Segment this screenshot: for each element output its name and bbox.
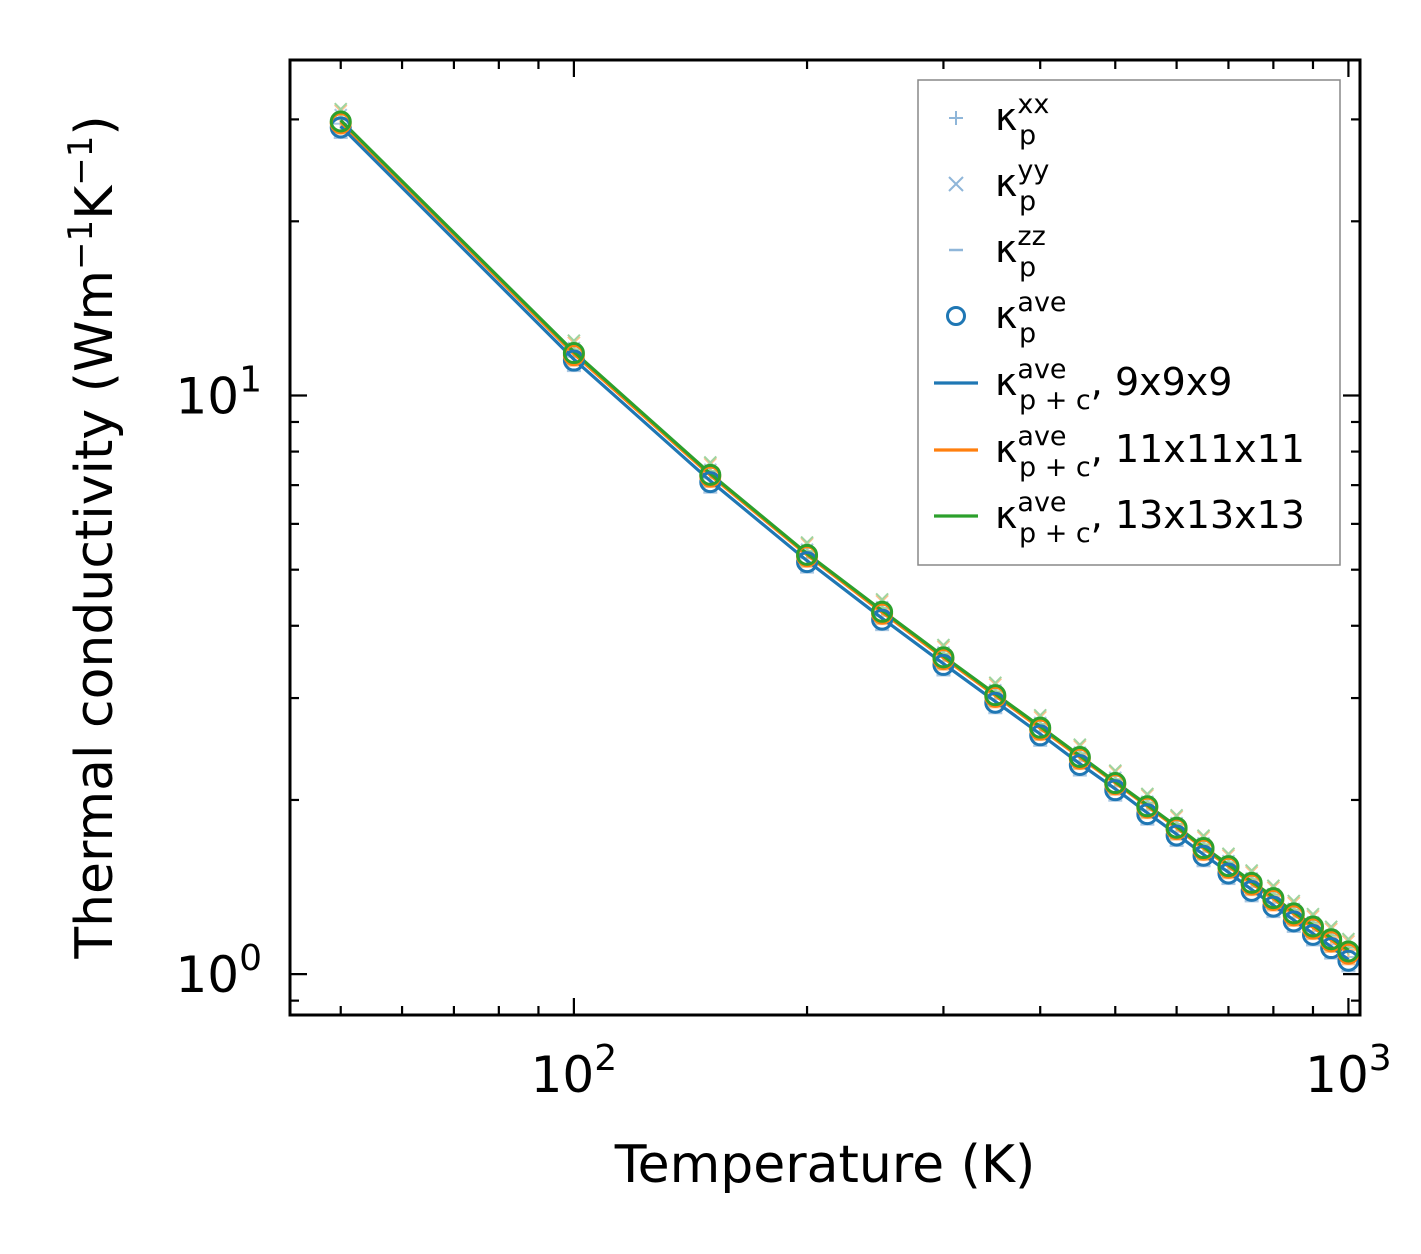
series-line — [339, 119, 1350, 952]
kave-circle — [1165, 816, 1188, 839]
kave-circle — [1240, 871, 1263, 894]
kave-circle — [984, 684, 1007, 707]
legend-label: κave p — [995, 287, 1067, 349]
legend-label: κxx p — [995, 89, 1049, 151]
kave-circle — [1029, 724, 1052, 747]
kave-circle — [1029, 716, 1052, 739]
kave-circle — [1104, 772, 1127, 795]
kave-circle — [699, 471, 722, 494]
y-tick-label: 100 — [175, 938, 262, 1004]
kave-circle — [1136, 803, 1159, 826]
tick-labels: 102 103 100 101 — [175, 359, 1391, 1104]
y-axis-label-end: ) — [65, 115, 125, 135]
kave-circle — [1337, 940, 1360, 963]
y-axis-label: Thermal conductivity (Wm−1K−1) — [61, 115, 125, 959]
legend-circle-icon — [946, 306, 966, 326]
kave-circle — [1282, 902, 1305, 925]
legend-label: κyy p — [995, 155, 1049, 217]
legend-label: κave p + c, 13x13x13 — [995, 487, 1305, 549]
y-axis-label-mid: K — [65, 184, 125, 220]
kave-circle — [932, 646, 955, 669]
legend-x-icon — [948, 176, 964, 192]
y-axis-label-sup2: −1 — [61, 136, 101, 186]
kave-circle — [1262, 887, 1285, 910]
kave-circle — [932, 653, 955, 676]
kave-circle — [1217, 862, 1240, 885]
kave-circle — [1136, 795, 1159, 818]
kave-circle — [796, 551, 819, 574]
ave-circles — [329, 110, 1360, 972]
kave-circle — [1262, 895, 1285, 918]
kave-circle — [871, 600, 894, 623]
kave-circle — [329, 110, 352, 133]
kave-circle — [699, 463, 722, 486]
kave-circle — [1068, 745, 1091, 768]
x-tick-label: 102 — [531, 1038, 618, 1104]
x-tick-label: 103 — [1305, 1038, 1392, 1104]
legend-label: κzz p — [995, 221, 1046, 283]
kave-circle — [562, 342, 585, 365]
kave-circle — [1068, 754, 1091, 777]
legend-box — [917, 79, 1341, 566]
legend-label: κave p + c, 9x9x9 — [995, 354, 1232, 416]
kave-circle — [1217, 855, 1240, 878]
kave-circle — [1192, 837, 1215, 860]
legend-label: κave p + c, 11x11x11 — [995, 421, 1305, 483]
kave-circle — [796, 543, 819, 566]
plot-frame — [288, 58, 1362, 1017]
kave-circle — [1165, 824, 1188, 847]
series-line — [339, 125, 1350, 961]
kave-circle — [871, 608, 894, 631]
x-axis-label: Temperature (K) — [614, 1135, 1036, 1195]
y-tick-label: 101 — [175, 359, 262, 425]
kave-circle — [1337, 949, 1360, 972]
kave-circle — [1320, 928, 1343, 951]
y-axis-label-main: Thermal conductivity (Wm — [65, 270, 125, 960]
y-axis-label-sup1: −1 — [61, 220, 101, 270]
kave-circle — [1104, 779, 1127, 802]
kave-circle — [1240, 879, 1263, 902]
kave-circle — [984, 691, 1007, 714]
kave-circle — [1192, 844, 1215, 867]
kave-circle — [1301, 915, 1324, 938]
